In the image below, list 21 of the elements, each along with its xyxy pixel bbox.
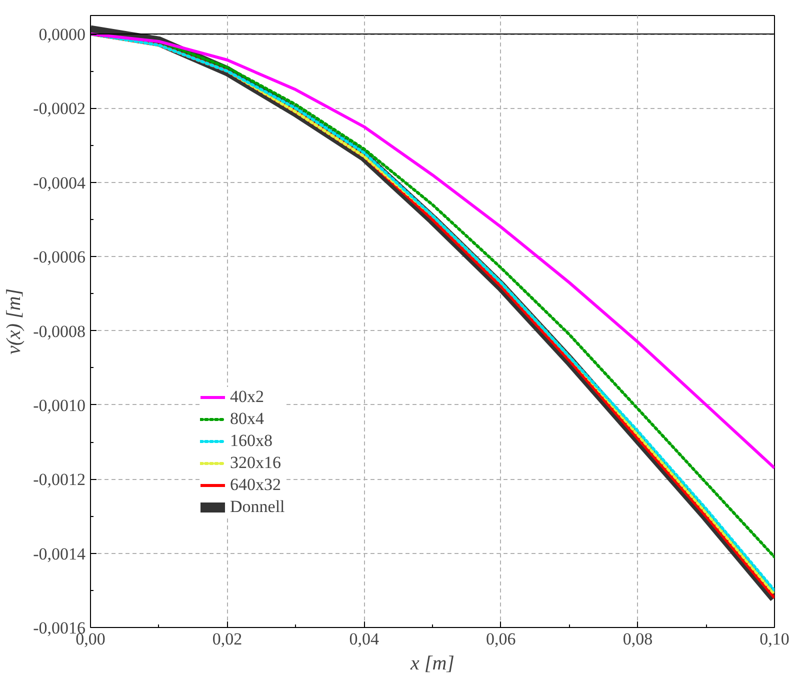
legend-label: 320x16	[230, 453, 281, 473]
y-tick-label: -0,0008	[33, 322, 86, 341]
x-tick-label: 0,08	[622, 630, 653, 648]
y-tick-label: 0,0000	[38, 25, 86, 44]
x-axis-title: x [m]	[410, 652, 454, 674]
x-tick-label: 0,02	[212, 630, 242, 648]
y-axis-title: v(x) [m]	[3, 288, 26, 355]
y-tick-label: -0,0002	[33, 99, 86, 118]
y-tick-label: -0,0014	[33, 544, 86, 564]
y-tick-label: -0,0004	[33, 173, 86, 192]
legend-label: 640x32	[230, 475, 281, 495]
x-tick-label: 0,04	[349, 630, 380, 648]
y-tick-label: -0,0012	[33, 470, 86, 490]
legend-label: 160x8	[230, 431, 272, 451]
legend-label: 40x2	[230, 387, 264, 407]
x-tick-label: 0,10	[760, 630, 790, 648]
legend-label: 80x4	[230, 409, 264, 429]
x-tick-label: 0,06	[486, 630, 516, 648]
y-tick-label: -0,0010	[33, 396, 86, 415]
y-tick-label: -0,0006	[33, 248, 86, 267]
legend-label: Donnell	[230, 497, 285, 517]
